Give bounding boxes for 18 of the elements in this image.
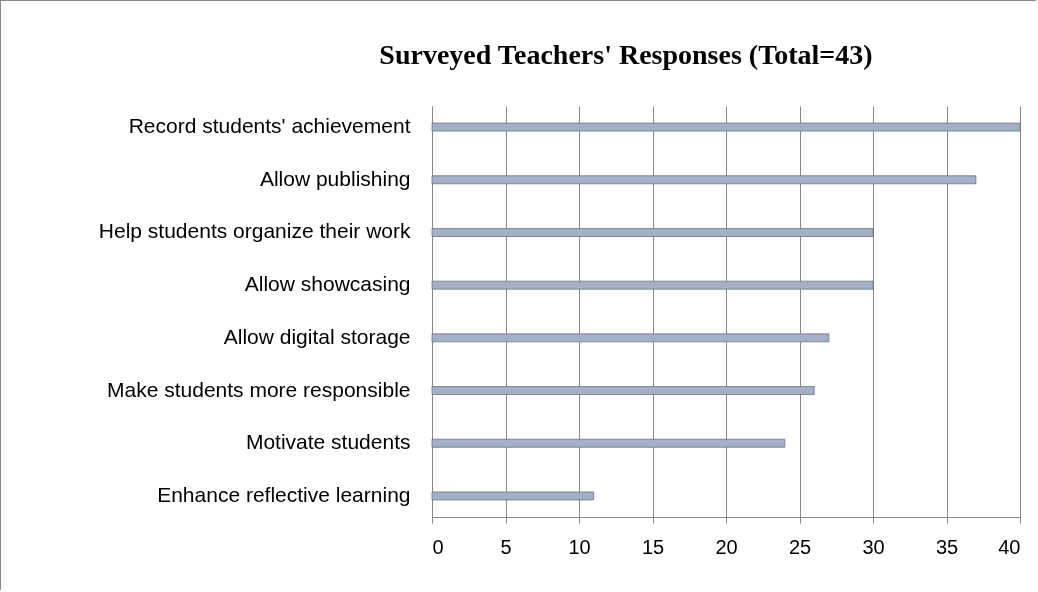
x-tick-label: 10 xyxy=(568,535,591,558)
y-tick-label: Record students' achievement xyxy=(128,114,411,138)
y-tick-label: Make students more responsible xyxy=(107,377,411,401)
x-tick-label: 25 xyxy=(788,535,812,558)
y-tick-label: Help students organize their work xyxy=(98,219,411,243)
x-tick-label: 15 xyxy=(641,535,665,558)
x-tick-label: 40 xyxy=(998,535,1021,558)
y-tick-label: Allow digital storage xyxy=(223,324,411,348)
x-tick-label: 5 xyxy=(500,535,512,558)
y-tick-label: Motivate students xyxy=(245,430,411,454)
x-tick-label: 0 xyxy=(432,535,444,558)
chart-title: Surveyed Teachers' Responses (Total=43) xyxy=(379,39,873,70)
x-tick-label: 20 xyxy=(715,535,738,558)
x-tick-label: 30 xyxy=(862,535,885,558)
y-tick-label: Allow publishing xyxy=(259,166,411,190)
y-tick-label: Enhance reflective learning xyxy=(157,482,411,506)
x-tick-label: 35 xyxy=(935,535,959,558)
y-tick-label: Allow showcasing xyxy=(244,272,411,296)
